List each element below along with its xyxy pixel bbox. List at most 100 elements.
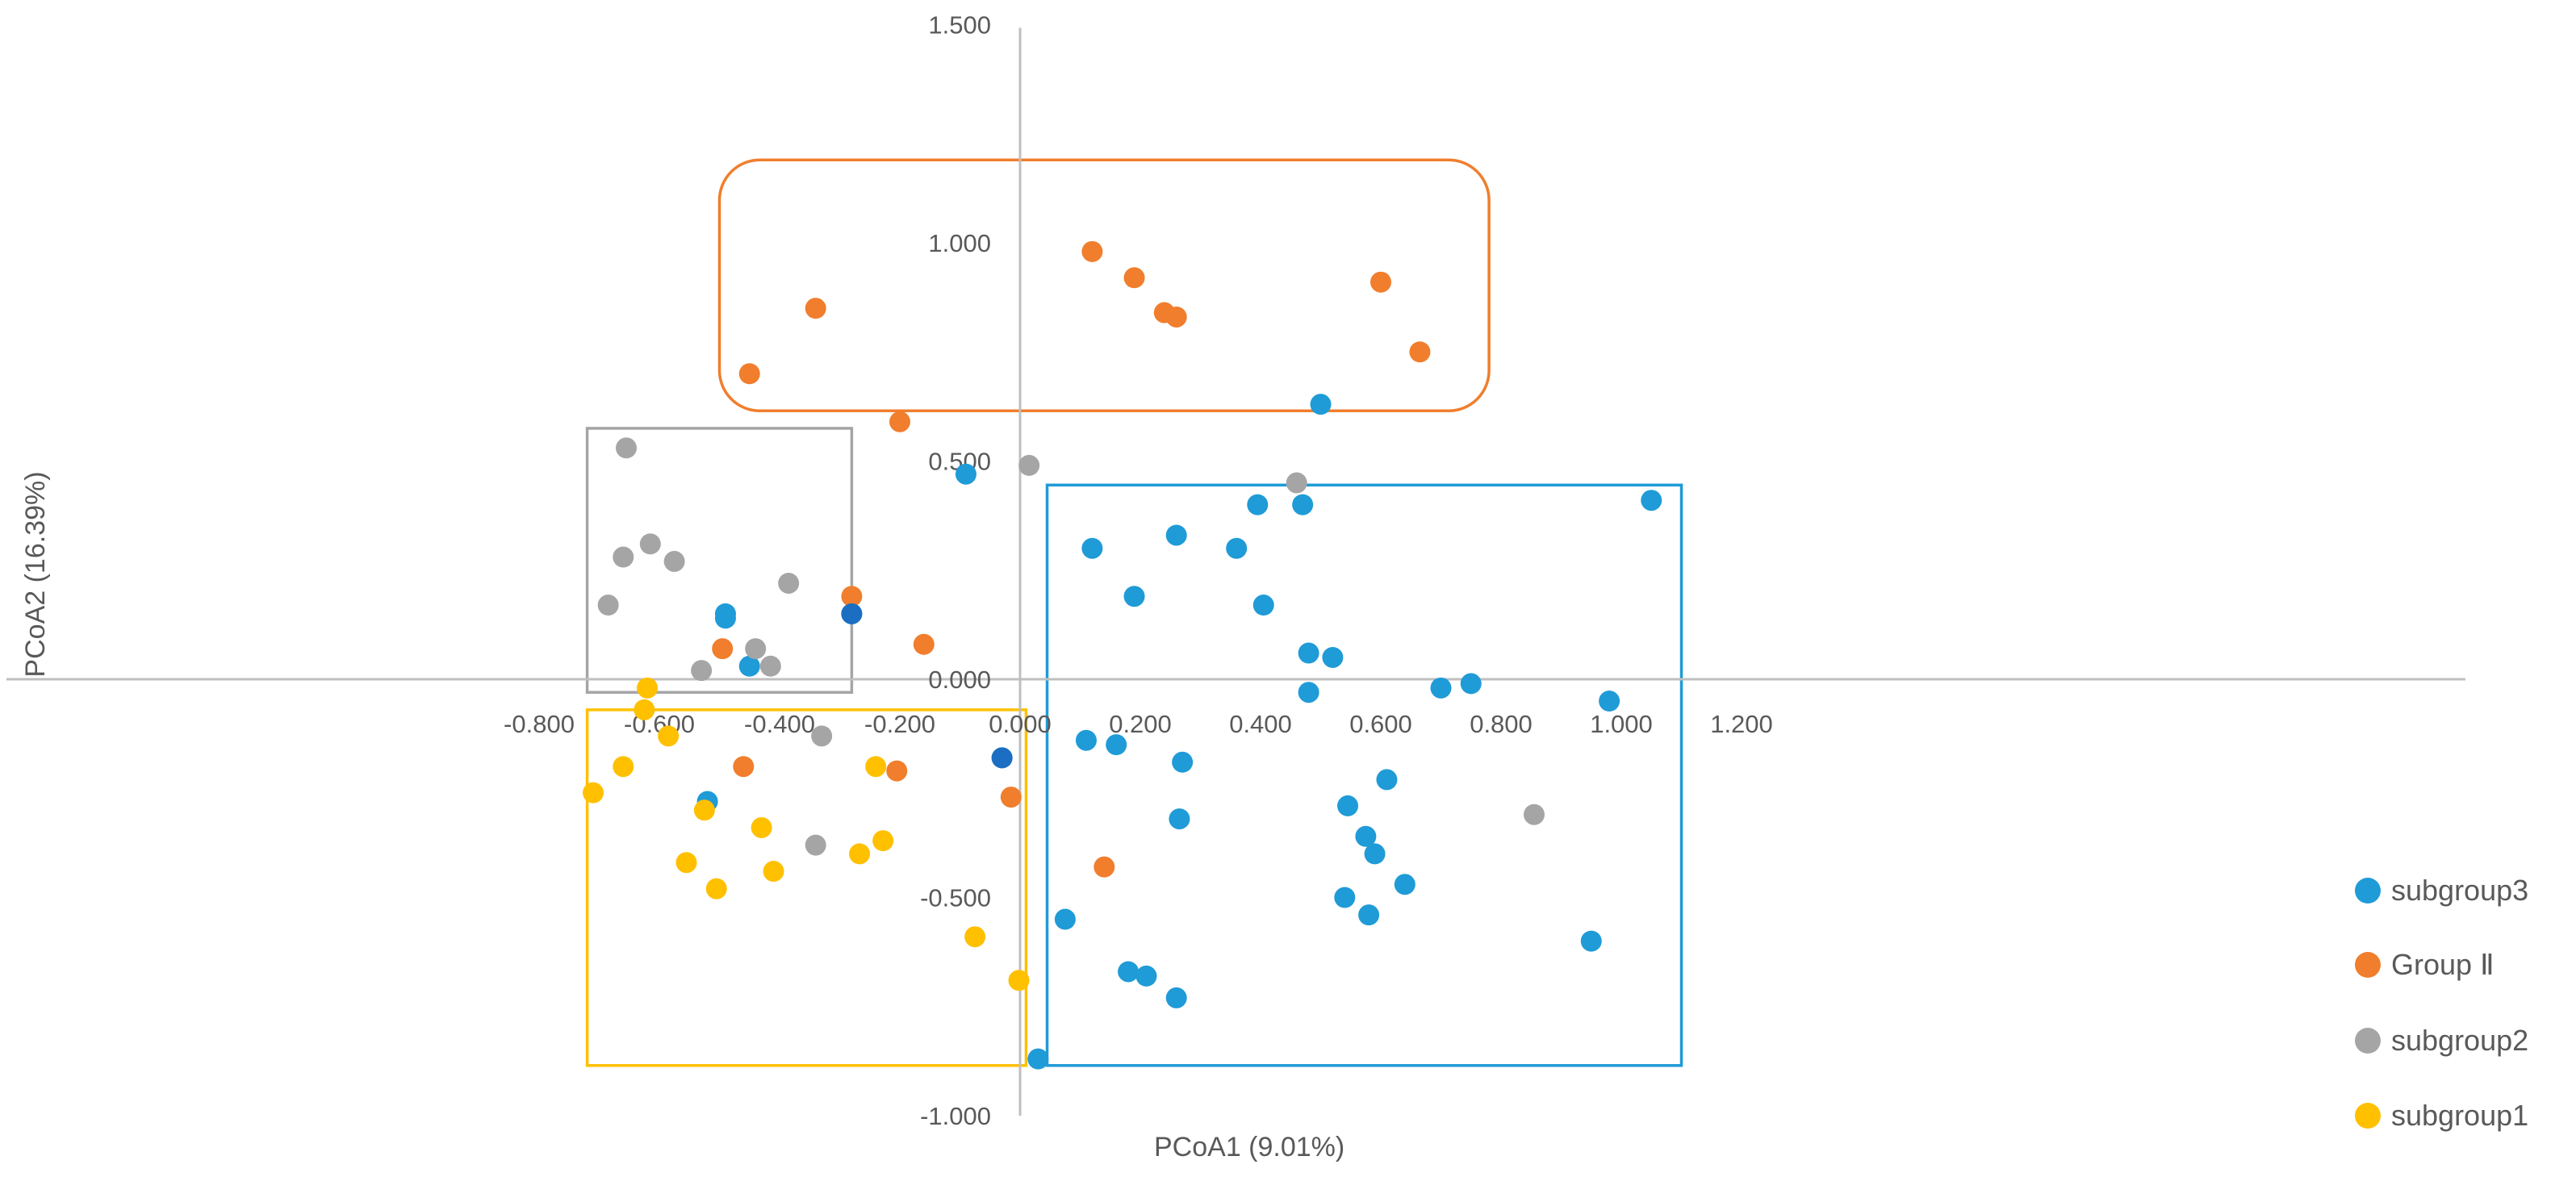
axes [6,27,2465,1116]
data-points [583,240,1662,1070]
x-tick-label: 1.200 [1710,710,1773,738]
point-subgroup3 [1430,677,1452,699]
x-tick-label: -0.800 [504,710,575,738]
legend-label-subgroup2: subgroup2 [2391,1024,2528,1057]
point-subgroup3 [1460,673,1482,695]
point-subgroup1 [872,830,894,852]
point-subgroup3 [1641,490,1662,511]
point-subgroup3 [955,463,976,485]
group-box-subgroup3 [1045,483,1683,1067]
point-subgroup3 [1310,394,1332,415]
point-subgroup2 [616,437,638,459]
point-subgroup2 [1018,454,1040,476]
point-subgroup3 [1027,1048,1049,1070]
point-subgroup1 [964,926,986,948]
point-subgroup2 [639,533,661,555]
point-subgroup2 [759,655,781,677]
point-subgroup3 [1165,987,1187,1008]
point-group [1409,341,1431,363]
point-subgroup1 [583,782,604,803]
point-subgroup3 [1081,537,1103,559]
legend-marker-subgroup3 [2355,878,2381,904]
point-highlight [991,747,1013,769]
group-boxes [585,158,1683,1067]
point-subgroup3 [1337,795,1359,816]
point-subgroup2 [1523,803,1545,825]
legend: subgroup3 Group Ⅱ subgroup2 subgroup1 [2355,874,2528,1132]
group-box-subgroup1 [585,708,1028,1067]
y-tick-label: 0.000 [928,666,991,694]
x-tick-label: 0.200 [1109,710,1172,738]
point-subgroup3 [1298,642,1319,664]
y-axis-title: PCoA2 (16.39%) [20,471,51,677]
point-group [733,756,755,778]
x-tick-label: -0.200 [864,710,935,738]
point-subgroup3 [1599,691,1620,712]
point-subgroup1 [658,725,680,747]
point-subgroup1 [849,843,871,865]
point-group [913,633,935,655]
point-group [1081,240,1103,262]
point-subgroup1 [763,861,784,883]
x-tick-label: 0.800 [1470,710,1533,738]
y-tick-label: -1.000 [920,1102,991,1130]
legend-marker-subgroup1 [2355,1103,2381,1129]
point-subgroup1 [634,699,655,720]
point-group [889,411,910,432]
point-subgroup3 [1322,646,1344,668]
point-subgroup3 [1358,904,1380,926]
point-subgroup3 [1247,494,1269,515]
point-subgroup3 [714,607,736,629]
point-group [738,363,760,385]
x-tick-label: 0.600 [1349,710,1412,738]
point-subgroup3 [1394,874,1416,895]
point-subgroup2 [1286,472,1307,494]
x-tick-label: 1.000 [1590,710,1653,738]
group-box-group [717,158,1491,413]
point-group [886,760,908,782]
point-subgroup3 [1054,908,1076,930]
point-subgroup2 [597,595,619,616]
point-subgroup2 [811,725,833,747]
point-subgroup3 [1106,734,1127,756]
point-subgroup1 [637,677,659,699]
point-subgroup3 [1298,682,1319,703]
point-subgroup1 [705,878,727,899]
point-subgroup3 [1364,843,1386,865]
point-subgroup3 [1226,537,1248,559]
point-subgroup2 [745,638,767,660]
point-subgroup2 [691,660,713,682]
point-subgroup3 [1135,965,1157,987]
legend-label-subgroup3: subgroup3 [2391,874,2528,907]
point-subgroup1 [1008,970,1030,991]
point-subgroup3 [1075,729,1097,751]
x-tick-label: 0.000 [989,710,1052,738]
point-subgroup3 [1376,769,1398,791]
point-group [1123,267,1145,289]
point-subgroup3 [1292,494,1314,515]
point-subgroup2 [778,572,800,594]
point-subgroup2 [805,834,826,856]
point-subgroup3 [738,655,760,677]
point-subgroup1 [613,756,634,778]
point-subgroup3 [1118,961,1140,983]
x-tick-labels: -0.800 -0.600 -0.400 -0.200 0.000 0.200 0.400 0… [504,710,1773,738]
point-subgroup2 [663,550,685,572]
y-tick-label: 1.000 [928,229,991,257]
point-group [712,638,734,660]
x-tick-label: 0.400 [1229,710,1292,738]
legend-label-group: Group Ⅱ [2391,948,2494,981]
point-subgroup3 [1252,595,1274,616]
point-subgroup3 [1172,751,1194,773]
point-group [841,586,863,607]
point-subgroup2 [613,546,634,568]
point-group [1370,271,1391,293]
point-subgroup1 [751,816,772,838]
point-group [1094,856,1115,878]
y-tick-label: 1.500 [928,11,991,40]
point-subgroup1 [675,852,697,874]
y-tick-label: -0.500 [920,884,991,912]
point-subgroup3 [1123,586,1145,607]
point-subgroup3 [1169,808,1190,830]
